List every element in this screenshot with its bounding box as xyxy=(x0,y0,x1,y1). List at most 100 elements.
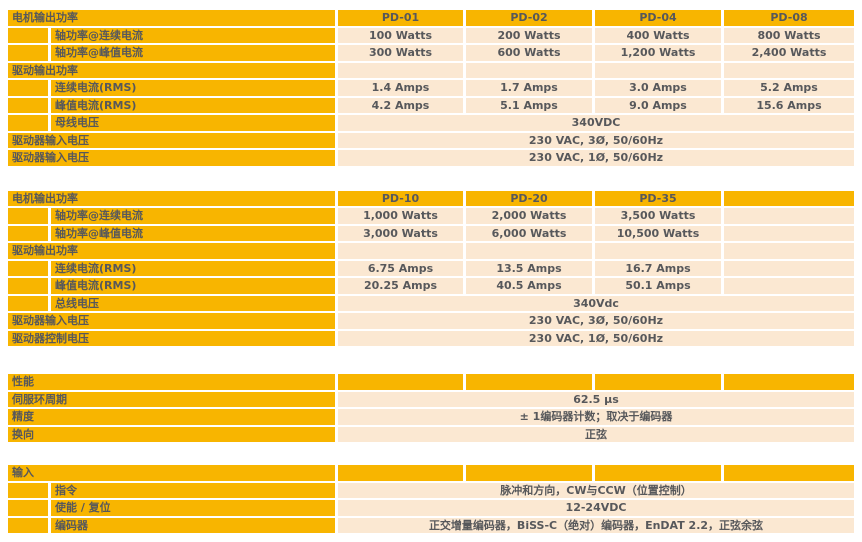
spec-value-cell xyxy=(724,278,854,294)
spec-value-cell: 2,400 Watts xyxy=(724,45,854,61)
spec-value-cell: 5.1 Amps xyxy=(466,97,592,113)
column-header: PD-02 xyxy=(466,10,592,26)
row-label: 总线电压 xyxy=(51,295,335,311)
row-label: 精度 xyxy=(8,409,335,425)
spanning-value-cell: 正交增量编码器，BiSS-C（绝对）编码器，EnDAT 2.2，正弦余弦 xyxy=(338,517,854,533)
column-header: PD-10 xyxy=(338,190,463,206)
row-label: 驱动器输入电压 xyxy=(8,132,335,148)
spanning-value-cell: 230 VAC, 3Ø, 50/60Hz xyxy=(338,313,854,329)
spec-value-cell: 4.2 Amps xyxy=(338,97,463,113)
column-header-empty xyxy=(595,374,721,390)
indent-cell xyxy=(8,27,48,43)
row-label: 峰值电流(RMS) xyxy=(51,97,335,113)
indent-cell xyxy=(8,225,48,241)
table-inputs: 输入 指令 脉冲和方向，CW与CCW（位置控制） 使能 / 复位 12-24VDC 编码器… xyxy=(8,465,854,533)
spec-value-cell: 13.5 Amps xyxy=(466,260,592,276)
spanning-value-cell: ± 1编码器计数；取决于编码器 xyxy=(338,409,854,425)
table-motor-power-low: 电机输出功率 PD-01 PD-02 PD-04 PD-08 轴功率@连续电流 100 Wa… xyxy=(8,10,854,166)
indent-cell xyxy=(8,295,48,311)
row-label: 使能 / 复位 xyxy=(51,500,335,516)
section-header-label: 性能 xyxy=(8,374,335,390)
spec-value-cell xyxy=(724,225,854,241)
spanning-value-cell: 230 VAC, 1Ø, 50/60Hz xyxy=(338,330,854,346)
spec-value-cell: 1.7 Amps xyxy=(466,80,592,96)
indent-cell xyxy=(8,517,48,533)
spec-value-cell xyxy=(724,62,854,78)
indent-cell xyxy=(8,260,48,276)
row-label: 连续电流(RMS) xyxy=(51,260,335,276)
spec-value-cell: 1.4 Amps xyxy=(338,80,463,96)
column-header-empty xyxy=(338,465,463,481)
spec-value-cell: 100 Watts xyxy=(338,27,463,43)
spanning-value-cell: 正弦 xyxy=(338,426,854,442)
row-label: 轴功率@连续电流 xyxy=(51,208,335,224)
spec-value-cell: 600 Watts xyxy=(466,45,592,61)
indent-cell xyxy=(8,80,48,96)
row-label: 轴功率@连续电流 xyxy=(51,27,335,43)
spec-value-cell: 3.0 Amps xyxy=(595,80,721,96)
spec-value-cell: 300 Watts xyxy=(338,45,463,61)
spec-value-cell: 16.7 Amps xyxy=(595,260,721,276)
row-label: 编码器 xyxy=(51,517,335,533)
spec-value-cell: 2,000 Watts xyxy=(466,208,592,224)
row-label: 换向 xyxy=(8,426,335,442)
spec-value-cell xyxy=(338,243,463,259)
spanning-value-cell: 340VDC xyxy=(338,115,854,131)
spec-value-cell: 3,000 Watts xyxy=(338,225,463,241)
spec-value-cell: 400 Watts xyxy=(595,27,721,43)
column-header-empty xyxy=(466,374,592,390)
spanning-value-cell: 12-24VDC xyxy=(338,500,854,516)
column-header-empty xyxy=(466,465,592,481)
spec-value-cell xyxy=(595,243,721,259)
indent-cell xyxy=(8,115,48,131)
spec-value-cell: 5.2 Amps xyxy=(724,80,854,96)
spec-value-cell: 6.75 Amps xyxy=(338,260,463,276)
row-label: 驱动器控制电压 xyxy=(8,330,335,346)
table-performance: 性能 伺服环周期 62.5 μs 精度 ± 1编码器计数；取决于编码器 换向 正弦 xyxy=(8,374,854,442)
row-label: 轴功率@峰值电流 xyxy=(51,45,335,61)
indent-cell xyxy=(8,45,48,61)
spec-value-cell xyxy=(338,62,463,78)
spec-value-cell: 40.5 Amps xyxy=(466,278,592,294)
spec-value-cell xyxy=(466,62,592,78)
column-header-empty xyxy=(338,374,463,390)
row-label: 指令 xyxy=(51,482,335,498)
row-label: 峰值电流(RMS) xyxy=(51,278,335,294)
spec-value-cell xyxy=(724,260,854,276)
row-label: 驱动输出功率 xyxy=(8,62,335,78)
row-label: 连续电流(RMS) xyxy=(51,80,335,96)
spec-value-cell xyxy=(595,62,721,78)
spanning-value-cell: 230 VAC, 3Ø, 50/60Hz xyxy=(338,132,854,148)
row-label: 伺服环周期 xyxy=(8,391,335,407)
indent-cell xyxy=(8,482,48,498)
table-motor-power-high: 电机输出功率 PD-10 PD-20 PD-35 轴功率@连续电流 1,000 Watts… xyxy=(8,190,854,346)
spec-value-cell: 1,200 Watts xyxy=(595,45,721,61)
spec-value-cell: 3,500 Watts xyxy=(595,208,721,224)
column-header-empty xyxy=(724,190,854,206)
spec-value-cell: 50.1 Amps xyxy=(595,278,721,294)
spanning-value-cell: 脉冲和方向，CW与CCW（位置控制） xyxy=(338,482,854,498)
indent-cell xyxy=(8,278,48,294)
spec-value-cell: 6,000 Watts xyxy=(466,225,592,241)
row-label: 母线电压 xyxy=(51,115,335,131)
spec-value-cell xyxy=(724,208,854,224)
row-label: 轴功率@峰值电流 xyxy=(51,225,335,241)
spanning-value-cell: 62.5 μs xyxy=(338,391,854,407)
spanning-value-cell: 230 VAC, 1Ø, 50/60Hz xyxy=(338,150,854,166)
column-header-empty xyxy=(595,465,721,481)
spec-value-cell: 20.25 Amps xyxy=(338,278,463,294)
spec-value-cell xyxy=(466,243,592,259)
spec-value-cell: 800 Watts xyxy=(724,27,854,43)
section-header-label: 电机输出功率 xyxy=(8,190,335,206)
row-label: 驱动输出功率 xyxy=(8,243,335,259)
spec-value-cell: 9.0 Amps xyxy=(595,97,721,113)
column-header-empty xyxy=(724,374,854,390)
spanning-value-cell: 340Vdc xyxy=(338,295,854,311)
indent-cell xyxy=(8,208,48,224)
spec-value-cell: 10,500 Watts xyxy=(595,225,721,241)
indent-cell xyxy=(8,97,48,113)
indent-cell xyxy=(8,500,48,516)
column-header: PD-04 xyxy=(595,10,721,26)
column-header-empty xyxy=(724,465,854,481)
row-label: 驱动器输入电压 xyxy=(8,150,335,166)
